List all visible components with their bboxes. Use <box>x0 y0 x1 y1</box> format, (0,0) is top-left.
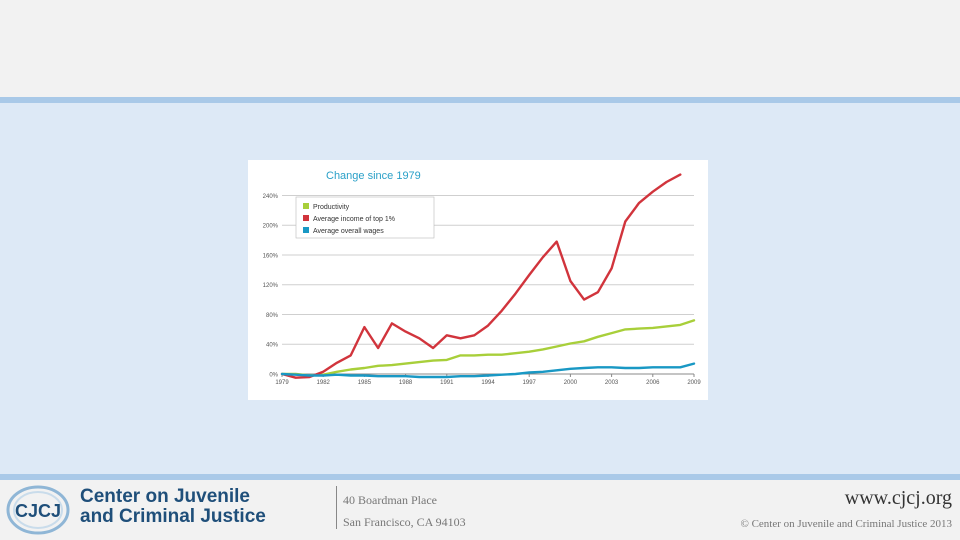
org-name-line1: Center on Juvenile <box>80 486 250 507</box>
logo-ring-inner <box>13 491 63 529</box>
legend-label-overall-wages: Average overall wages <box>313 228 384 235</box>
x-tick-label: 2009 <box>687 380 701 386</box>
legend-label-productivity: Productivity <box>313 204 350 211</box>
x-tick-label: 1979 <box>275 380 289 386</box>
legend-swatch-productivity <box>303 203 309 209</box>
y-axis: 0% 40% 80% 120% 160% 200% 240% <box>263 194 279 379</box>
y-tick-label: 160% <box>263 253 279 259</box>
legend-label-top1-income: Average income of top 1% <box>313 216 395 223</box>
y-tick-label: 200% <box>263 224 279 230</box>
y-tick-label: 0% <box>269 373 278 379</box>
website-link[interactable]: www.cjcj.org <box>844 487 952 509</box>
series-line-overall-wages <box>280 362 696 379</box>
slide-footer <box>0 480 960 540</box>
footer-vertical-divider <box>336 486 337 529</box>
x-tick-label: 1997 <box>523 380 537 386</box>
legend-swatch-top1-income <box>303 215 309 221</box>
series-lines <box>280 173 696 379</box>
y-tick-label: 80% <box>266 313 279 319</box>
legend-box <box>295 196 435 239</box>
org-name-line2: and Criminal Justice <box>80 506 266 527</box>
x-tick-label: 1985 <box>358 380 372 386</box>
legend-swatch-overall-wages <box>303 227 309 233</box>
chart-title: Change since 1979 <box>326 170 421 182</box>
x-axis: 1979 1982 1985 1988 1991 1994 1997 2000 2003 2006… <box>275 373 701 386</box>
slide-header-band <box>0 0 960 97</box>
cjcj-logo: CJCJ <box>6 485 70 535</box>
org-name: Center on Juvenile and Criminal Justice <box>80 487 266 527</box>
x-tick-label: 1991 <box>440 380 454 386</box>
x-tick-label: 2003 <box>605 380 619 386</box>
series-line-top1-income <box>280 173 682 379</box>
x-tick-label: 2000 <box>564 380 578 386</box>
line-chart: Change since 1979 0% 40% 80% 120% 160% 200% 24… <box>263 170 702 386</box>
y-tick-label: 120% <box>263 283 279 289</box>
footer-divider <box>0 474 960 480</box>
address-line1: 40 Boardman Place <box>343 493 437 507</box>
y-tick-label: 240% <box>263 194 279 200</box>
x-tick-label: 2006 <box>646 380 660 386</box>
logo-ring-outer <box>6 485 70 535</box>
x-tick-label: 1988 <box>399 380 413 386</box>
y-tick-label: 40% <box>266 343 279 349</box>
logo-initials: CJCJ <box>15 501 61 521</box>
chart-panel: Change since 1979 0% 40% 80% 120% 160% 200% 24… <box>248 160 708 400</box>
x-tick-label: 1982 <box>317 380 331 386</box>
series-line-productivity <box>280 319 696 377</box>
header-divider <box>0 97 960 103</box>
chart-legend: Productivity Average income of top 1% Av… <box>295 196 435 239</box>
address-block: 40 Boardman Place San Francisco, CA 9410… <box>343 489 466 533</box>
address-line2: San Francisco, CA 94103 <box>343 515 466 529</box>
x-tick-label: 1994 <box>481 380 495 386</box>
copyright-notice: © Center on Juvenile and Criminal Justic… <box>740 518 952 530</box>
